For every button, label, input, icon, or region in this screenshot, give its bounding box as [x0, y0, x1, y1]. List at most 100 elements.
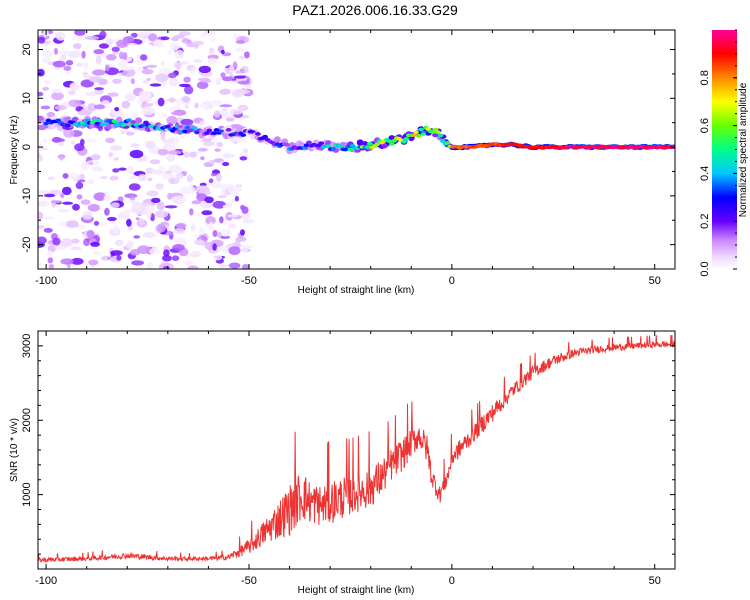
- noise-cell: [47, 257, 54, 264]
- noise-cell: [240, 229, 245, 236]
- noise-cell: [38, 36, 46, 44]
- noise-cell: [130, 78, 135, 85]
- y-tick-label: -20: [21, 237, 33, 253]
- noise-cell: [239, 156, 248, 161]
- noise-cell: [245, 84, 252, 89]
- noise-cell: [157, 149, 169, 156]
- noise-cell: [215, 173, 222, 182]
- noise-cell: [92, 250, 102, 256]
- noise-cell: [194, 43, 199, 49]
- noise-cell: [93, 49, 105, 55]
- ridge-core-cell: [440, 139, 446, 143]
- noise-cell: [80, 199, 91, 205]
- noise-cell: [98, 222, 108, 227]
- noise-cell: [240, 114, 250, 119]
- noise-cell: [126, 240, 134, 249]
- noise-cell: [71, 35, 85, 41]
- noise-cell: [145, 204, 155, 213]
- spectrogram-y-label: Frequency (Hz): [9, 116, 20, 185]
- ridge-core-cell: [345, 144, 351, 149]
- noise-cell: [89, 76, 103, 83]
- noise-cell: [191, 250, 202, 258]
- noise-cell: [117, 211, 130, 220]
- noise-cell: [92, 69, 106, 76]
- ridge-core-cell: [199, 129, 205, 134]
- ridge-core-cell: [364, 145, 371, 149]
- ridge-core-cell: [367, 141, 373, 146]
- noise-cell: [184, 104, 189, 109]
- noise-cell: [189, 182, 194, 192]
- noise-cell: [88, 259, 99, 266]
- noise-cell: [178, 83, 191, 88]
- noise-cell: [73, 43, 82, 50]
- snr-series-line: [38, 335, 675, 564]
- y-tick-label: 2000: [21, 408, 33, 432]
- noise-cell: [160, 61, 165, 66]
- ridge-core-cell: [82, 123, 88, 128]
- noise-cell: [113, 157, 119, 161]
- ridge-core-cell: [43, 121, 49, 126]
- noise-cell: [77, 110, 92, 116]
- noise-cell: [42, 139, 47, 143]
- noise-cell: [202, 138, 213, 142]
- noise-cell: [42, 49, 53, 59]
- noise-cell: [140, 54, 148, 61]
- ridge-core-cell: [415, 134, 422, 138]
- noise-cell: [38, 236, 47, 245]
- noise-cell: [242, 218, 254, 224]
- noise-cell: [189, 208, 194, 216]
- noise-cell: [222, 161, 230, 167]
- noise-cell: [181, 96, 190, 103]
- spectrogram-ridge-cells: [42, 115, 675, 155]
- noise-cell: [149, 247, 160, 255]
- noise-cell: [167, 97, 177, 103]
- noise-cell: [169, 42, 181, 51]
- noise-cell: [183, 151, 190, 158]
- noise-cell: [170, 111, 182, 116]
- noise-cell: [69, 83, 78, 89]
- noise-cell: [62, 201, 74, 205]
- noise-cell: [136, 67, 142, 72]
- noise-cell: [180, 118, 194, 126]
- x-tick-label: -100: [35, 575, 57, 587]
- noise-cell: [72, 203, 80, 211]
- ridge-core-cell: [101, 122, 108, 127]
- noise-cell: [220, 72, 226, 78]
- noise-cell: [114, 239, 124, 247]
- noise-cell: [95, 55, 102, 65]
- y-tick-label: 20: [21, 43, 33, 55]
- colorbar: 0.0 0.2 0.4 0.6 0.8 Normalized spectral ampl…: [699, 29, 749, 277]
- noise-cell: [119, 51, 125, 60]
- ridge-core-cell: [143, 120, 149, 125]
- noise-cell: [112, 225, 120, 234]
- noise-cell: [60, 238, 74, 247]
- noise-cell: [197, 148, 208, 152]
- noise-cell: [210, 101, 223, 107]
- noise-cell: [109, 175, 119, 181]
- noise-cell: [136, 245, 151, 255]
- noise-cell: [38, 68, 45, 77]
- noise-cell: [117, 59, 127, 68]
- noise-cell: [172, 244, 185, 251]
- noise-cell: [167, 50, 173, 55]
- noise-cell: [112, 51, 119, 55]
- noise-cell: [43, 227, 53, 233]
- noise-cell: [156, 223, 167, 233]
- noise-cell: [216, 142, 224, 148]
- ridge-core-cell: [347, 147, 354, 152]
- noise-cell: [90, 154, 101, 161]
- figure-title: PAZ1.2026.006.16.33.G29: [292, 2, 458, 18]
- ridge-core-cell: [413, 130, 419, 135]
- ridge-core-cell: [374, 142, 381, 146]
- spectrogram-noise-cells: [38, 30, 254, 269]
- noise-cell: [85, 35, 99, 41]
- noise-cell: [168, 164, 183, 173]
- noise-cell: [174, 49, 185, 59]
- noise-cell: [157, 201, 165, 211]
- noise-cell: [69, 246, 82, 251]
- noise-cell: [38, 91, 44, 97]
- noise-cell: [111, 46, 120, 53]
- noise-cell: [193, 234, 200, 239]
- noise-cell: [186, 175, 193, 183]
- noise-cell: [71, 238, 80, 244]
